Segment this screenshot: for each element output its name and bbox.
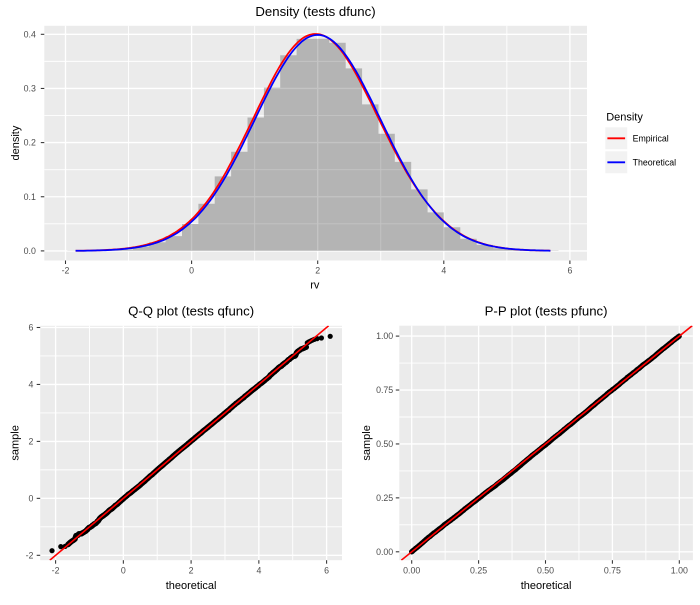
svg-text:0.25: 0.25	[376, 493, 393, 503]
svg-text:0.75: 0.75	[604, 565, 621, 575]
svg-text:0: 0	[121, 565, 126, 575]
svg-text:1.00: 1.00	[376, 331, 393, 341]
svg-text:4: 4	[441, 266, 446, 276]
svg-text:6: 6	[324, 565, 329, 575]
svg-text:sample: sample	[10, 425, 22, 460]
svg-text:0.4: 0.4	[24, 29, 36, 39]
svg-text:density: density	[10, 125, 22, 160]
svg-text:Empirical: Empirical	[633, 133, 669, 143]
svg-text:0.2: 0.2	[24, 138, 36, 148]
svg-text:-2: -2	[26, 550, 34, 560]
svg-text:Q-Q plot (tests qfunc): Q-Q plot (tests qfunc)	[128, 303, 254, 318]
svg-text:sample: sample	[361, 425, 373, 460]
svg-text:theoretical: theoretical	[166, 580, 217, 592]
svg-text:2: 2	[315, 266, 320, 276]
svg-text:Density: Density	[606, 112, 643, 124]
svg-text:0.00: 0.00	[403, 565, 420, 575]
svg-text:4: 4	[256, 565, 261, 575]
svg-text:0.50: 0.50	[376, 439, 393, 449]
svg-text:0.00: 0.00	[376, 547, 393, 557]
svg-text:-2: -2	[62, 266, 70, 276]
svg-text:6: 6	[567, 266, 572, 276]
svg-text:4: 4	[28, 380, 33, 390]
svg-text:0.1: 0.1	[24, 192, 36, 202]
svg-text:2: 2	[28, 437, 33, 447]
svg-text:0.0: 0.0	[24, 246, 36, 256]
svg-text:0: 0	[28, 494, 33, 504]
svg-text:rv: rv	[310, 280, 320, 292]
svg-text:0.25: 0.25	[470, 565, 487, 575]
svg-text:0.75: 0.75	[376, 385, 393, 395]
svg-text:P-P plot (tests pfunc): P-P plot (tests pfunc)	[485, 303, 608, 318]
svg-text:Theoretical: Theoretical	[633, 157, 677, 167]
svg-text:6: 6	[28, 323, 33, 333]
svg-text:0.3: 0.3	[24, 84, 36, 94]
svg-text:2: 2	[189, 565, 194, 575]
svg-text:0.50: 0.50	[537, 565, 554, 575]
svg-text:theoretical: theoretical	[521, 580, 572, 592]
svg-text:0: 0	[189, 266, 194, 276]
svg-text:1.00: 1.00	[671, 565, 688, 575]
svg-text:Density (tests dfunc): Density (tests dfunc)	[255, 4, 375, 19]
svg-text:-2: -2	[52, 565, 60, 575]
